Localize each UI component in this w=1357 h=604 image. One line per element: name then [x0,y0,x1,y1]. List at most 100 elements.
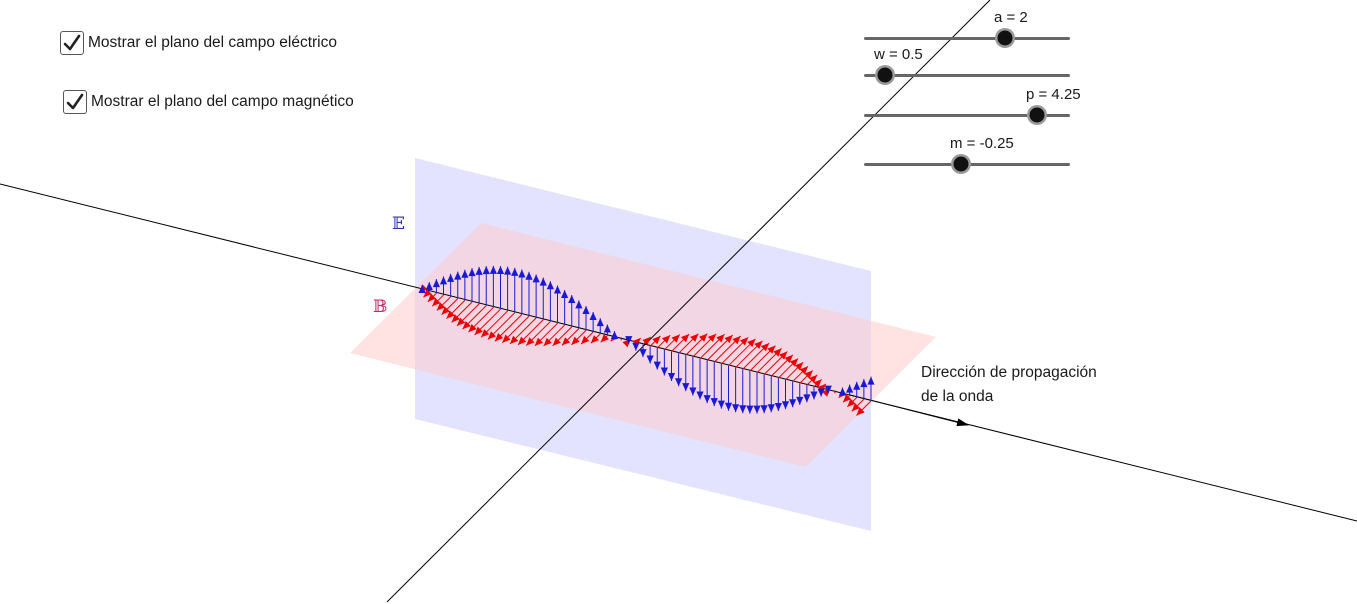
slider-m-label: m = -0.25 [950,135,1014,152]
electric-vector-head [639,349,647,358]
magnetic-vector-head [652,336,661,345]
magnetic-vector-head [817,383,826,393]
electric-vector-head [496,266,505,275]
electric-vector-head [703,395,711,404]
magnetic-vector-head [732,336,741,345]
electric-field-label: 𝔼 [392,214,405,234]
magnetic-plane-checkbox-label: Mostrar el plano del campo magnético [91,93,354,110]
magnetic-vector-head [794,362,804,371]
magnetic-vector-head [427,293,437,302]
propagation-caption-line2: de la onda [921,388,994,405]
electric-vector-head [838,387,847,396]
slider-knob[interactable] [877,67,893,83]
electric-plane-checkbox-label: Mostrar el plano del campo eléctrico [88,34,337,51]
electric-vector-head [418,284,426,293]
electric-vector-head [589,311,597,320]
electric-vector-head [468,268,476,277]
slider-track[interactable] [864,37,1070,40]
electric-vector-head [810,391,818,400]
electric-vector-head [582,306,590,315]
magnetic-vector-head [784,354,793,364]
electric-vector-head [632,342,640,351]
electric-vector-head [682,383,690,392]
electric-vector-head [860,379,868,388]
magnetic-vector-head [747,338,756,348]
electric-vector-head [689,387,697,396]
magnetic-vector-head [724,334,733,344]
slider-p-label: p = 4.25 [1026,86,1081,103]
magnetic-vector-head [642,336,651,346]
magnetic-vector-head [552,337,561,346]
magnetic-vector-head [632,337,641,347]
magnetic-vector-head [534,337,544,346]
slider-track[interactable] [864,74,1070,77]
magnetic-vector-head [436,302,446,311]
magnetic-vector-head [590,335,600,344]
magnetic-vector-head [441,306,450,315]
magnetic-vector-head [716,334,725,343]
magnetic-plane-checkbox[interactable]: Mostrar el plano del campo magnético [63,90,354,114]
magnetic-vector-head [561,337,571,346]
checkbox-box[interactable] [60,31,84,55]
slider-w[interactable]: w = 0.5 [864,45,1070,85]
slider-w-label: w = 0.5 [874,46,923,63]
electric-vector-head [717,400,725,409]
magnetic-vector-head [804,370,813,379]
electric-vector-head [660,367,668,376]
magnetic-vector-head [690,333,699,342]
magnetic-vector-head [707,333,717,343]
electric-vector-head [803,394,811,403]
electric-vector-head [646,355,654,364]
slider-knob[interactable] [997,30,1013,46]
magnetic-vector-head [481,329,490,338]
electric-vector-head [504,266,512,275]
propagation-caption-line1: Dirección de propagación [921,364,1097,381]
electric-vector-head [518,269,526,278]
magnetic-vector-shaft [834,391,836,394]
magnetic-vector-head [760,343,770,352]
electric-vector-head [774,402,782,411]
electric-plane-checkbox[interactable]: Mostrar el plano del campo eléctrico [60,31,337,55]
electric-vector-head [675,378,683,387]
checkbox-box[interactable] [63,90,87,114]
magnetic-vector-head [543,337,552,346]
magnetic-vector-head [526,337,535,346]
electric-vector-head [461,269,469,278]
electric-vector-head [511,267,519,276]
magnetic-vector-head [779,351,788,360]
magnetic-vector-head [699,333,708,342]
magnetic-vector-head [487,331,497,340]
magnetic-vector-head [842,394,852,403]
magnetic-vector-head [799,366,809,375]
magnetic-vector-head [773,348,782,357]
slider-track[interactable] [864,114,1070,117]
magnetic-vector-head [462,320,471,330]
electric-vector-head [482,266,490,275]
magnetic-vector-head [847,398,856,407]
slider-knob[interactable] [953,156,969,172]
electric-vector-head [667,373,676,382]
electric-vector-head [539,277,547,286]
electric-vector-head [710,398,718,407]
electric-field-vectors [418,265,875,414]
slider-p[interactable]: p = 4.25 [864,85,1081,125]
slider-a[interactable]: a = 2 [864,8,1070,48]
electric-vector-head [432,279,440,288]
electric-vector-head [867,376,875,385]
magnetic-vector-head [767,345,776,354]
slider-knob[interactable] [1029,107,1045,123]
magnetic-vector-head [451,314,460,323]
electric-vector-head [596,318,604,327]
electric-vector-head [447,273,455,282]
magnetic-vector-head [509,335,519,344]
electric-vector-head [532,274,540,283]
magnetic-vector-head [808,374,818,384]
electric-vector-head [796,396,804,405]
magnetic-vector-head [671,334,680,343]
electric-vector-head [853,381,861,390]
slider-m[interactable]: m = -0.25 [864,134,1070,174]
magnetic-vector-head [474,326,483,335]
magnetic-vector-head [856,407,865,416]
electric-vector-head [568,295,576,304]
